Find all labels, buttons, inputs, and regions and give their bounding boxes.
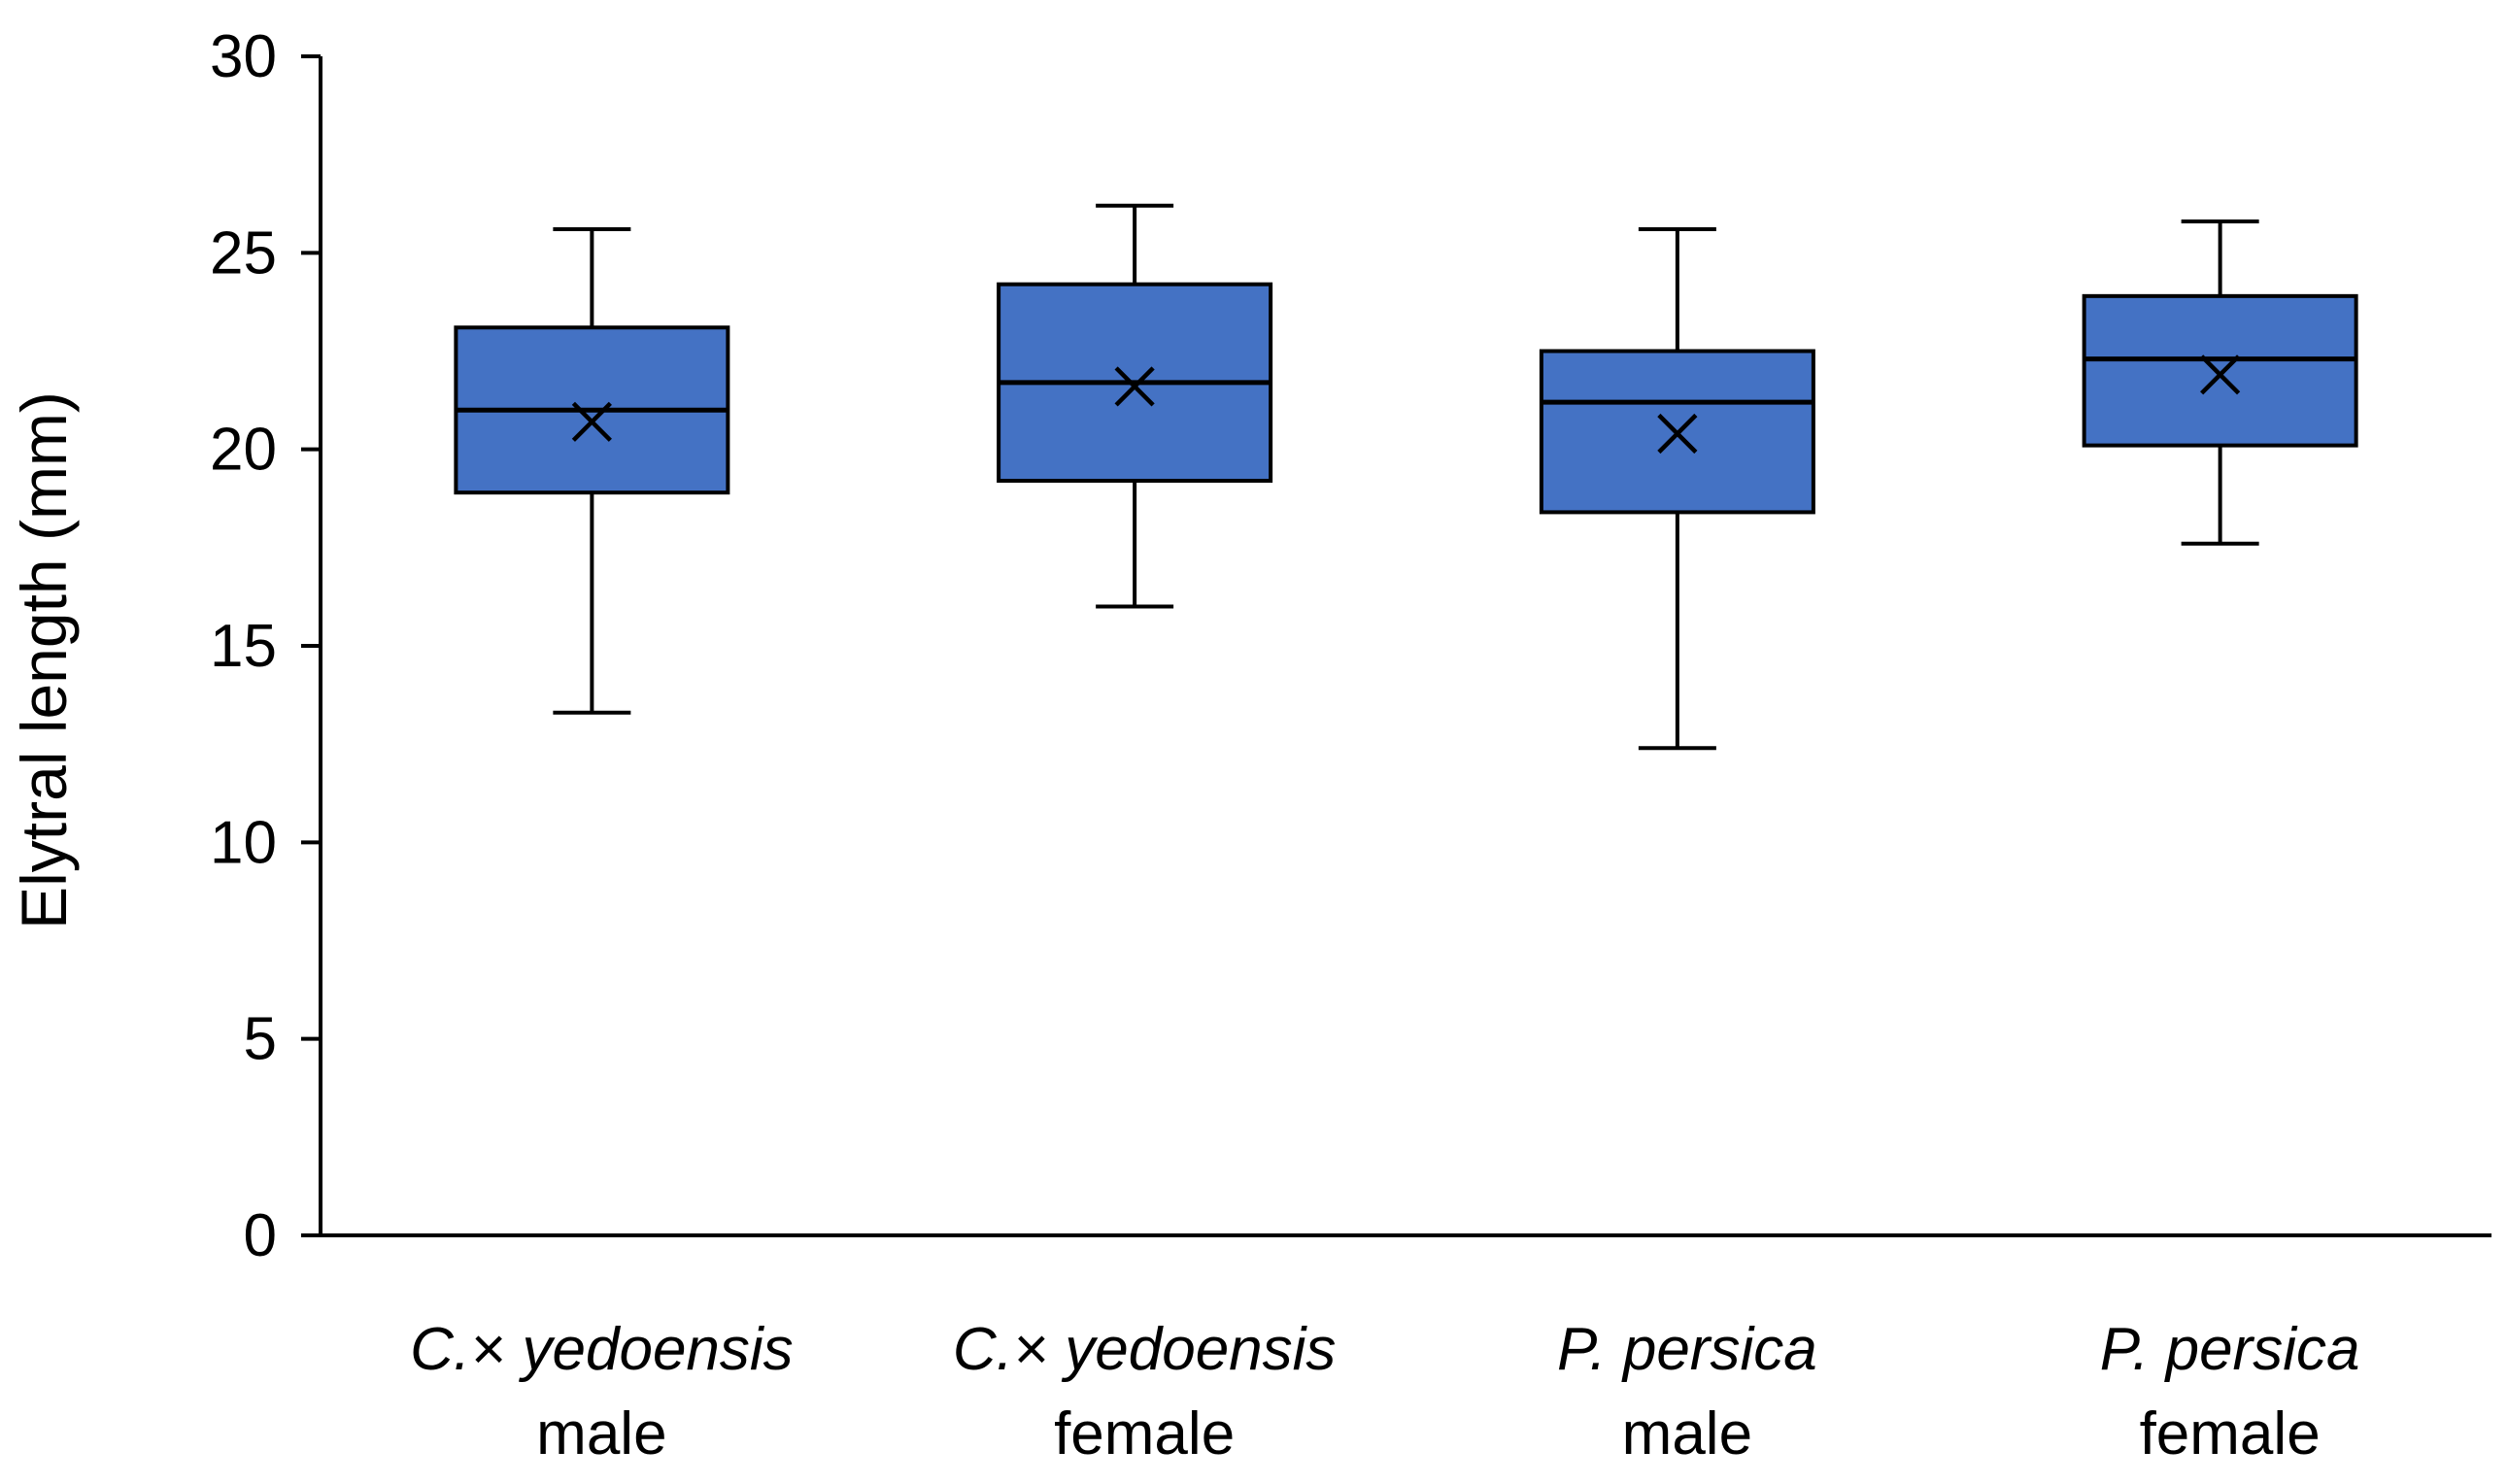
mean-marker: [2200, 354, 2241, 395]
mean-marker: [1657, 413, 1698, 455]
box-group: [1539, 227, 1815, 751]
y-axis-title: Elytral length (mm): [8, 391, 80, 929]
category-species-label: P. persica: [2100, 1316, 2360, 1383]
iqr-box: [2082, 293, 2358, 448]
box-group: [454, 227, 730, 715]
category-sex-label: male: [536, 1400, 666, 1467]
category-labels: C.× yedoensis male C.× yedoensis female P. p…: [410, 1316, 2359, 1467]
category-sex-label: female: [2140, 1400, 2321, 1467]
mean-marker: [571, 401, 612, 442]
box-group: [997, 203, 1273, 609]
y-tick-label: 30: [210, 23, 277, 90]
mean-marker: [1114, 366, 1155, 407]
axes: [319, 56, 2491, 1237]
y-tick-label: 20: [210, 417, 277, 484]
y-tick-label: 10: [210, 809, 277, 876]
category-sex-label: female: [1054, 1400, 1235, 1467]
y-ticks: 0 5 10 15 20 25 30: [210, 23, 321, 1269]
category-species-label: C.× yedoensis: [410, 1316, 794, 1383]
category-sex-label: male: [1622, 1400, 1752, 1467]
y-tick-label: 15: [210, 613, 277, 680]
category-species-label: C.× yedoensis: [953, 1316, 1337, 1383]
box-group: [2082, 219, 2358, 546]
y-tick-label: 5: [244, 1006, 277, 1073]
boxes: [454, 203, 2358, 751]
y-tick-label: 25: [210, 219, 277, 287]
y-tick-label: 0: [244, 1202, 277, 1269]
category-species-label: P. persica: [1557, 1316, 1817, 1383]
